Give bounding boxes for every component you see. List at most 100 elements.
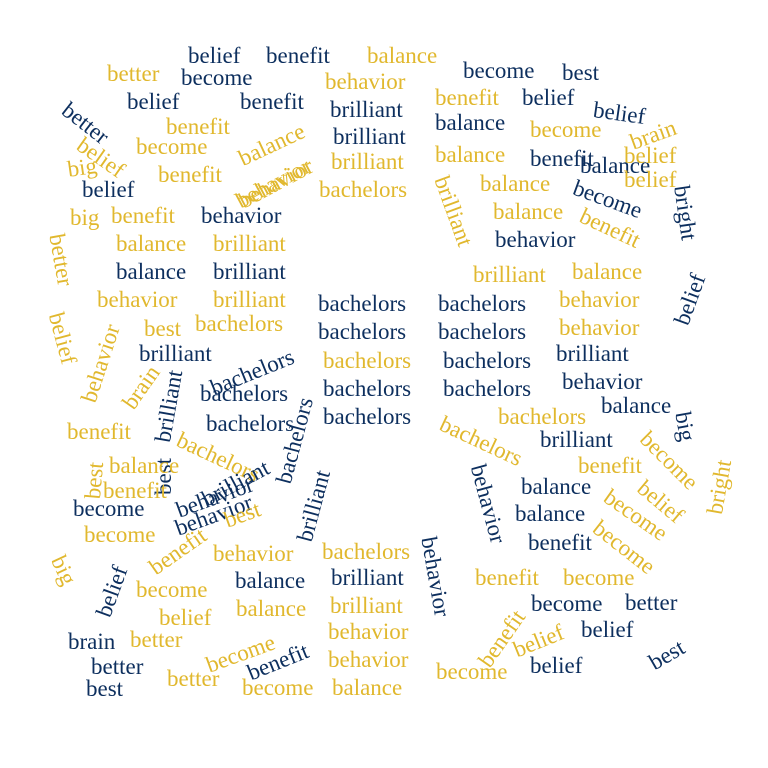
cloud-word: balance: [116, 231, 187, 256]
cloud-word: benefit: [475, 565, 539, 590]
cloud-word: become: [84, 522, 156, 547]
cloud-word: become: [242, 675, 314, 700]
cloud-word: benefit: [67, 419, 131, 444]
cloud-word: brilliant: [333, 124, 406, 149]
cloud-word: benefit: [103, 478, 167, 503]
cloud-word: behavior: [328, 619, 409, 644]
cloud-word: behavior: [559, 287, 640, 312]
cloud-word: behavior: [201, 203, 282, 228]
cloud-word: best: [562, 60, 600, 85]
cloud-word: balance: [367, 43, 438, 68]
cloud-word: balance: [480, 171, 551, 196]
cloud-word: bachelors: [438, 319, 527, 344]
cloud-word: bachelors: [206, 411, 295, 436]
cloud-word: become: [73, 496, 145, 521]
cloud-word: brilliant: [292, 467, 336, 545]
cloud-word: balance: [116, 259, 187, 284]
cloud-word: bachelors: [200, 381, 289, 406]
cloud-word: become: [563, 565, 635, 590]
cloud-word: belief: [188, 43, 241, 68]
cloud-word: big: [46, 551, 82, 589]
cloud-word: bachelors: [195, 311, 284, 336]
cloud-word: belief: [127, 89, 180, 114]
cloud-word: bachelors: [438, 291, 527, 316]
cloud-word: bachelors: [323, 348, 412, 373]
cloud-word: bachelors: [318, 319, 407, 344]
cloud-word: balance: [109, 453, 180, 478]
cloud-word: balance: [601, 393, 672, 418]
cloud-word: brilliant: [556, 341, 629, 366]
cloud-word: belief: [522, 85, 575, 110]
cloud-word: better: [107, 61, 160, 86]
cloud-word: become: [136, 134, 208, 159]
cloud-word: brilliant: [330, 97, 403, 122]
cloud-word: brilliant: [330, 593, 403, 618]
cloud-word: benefit: [111, 203, 175, 228]
cloud-word: brilliant: [139, 341, 212, 366]
cloud-word: balance: [435, 110, 506, 135]
cloud-word: belief: [159, 605, 212, 630]
cloud-word: brilliant: [473, 262, 546, 287]
cloud-word: brilliant: [213, 287, 286, 312]
cloud-word: balance: [572, 259, 643, 284]
cloud-word: brilliant: [213, 259, 286, 284]
cloud-word: better: [91, 654, 144, 679]
cloud-word: big: [670, 409, 701, 444]
cloud-word: balance: [580, 153, 651, 178]
cloud-word: behavior: [495, 227, 576, 252]
cloud-word: best: [644, 634, 690, 675]
cloud-word: brilliant: [429, 172, 478, 250]
cloud-word: balance: [515, 501, 586, 526]
cloud-word: become: [530, 117, 602, 142]
cloud-word: balance: [521, 474, 592, 499]
cloud-word: balance: [435, 142, 506, 167]
cloud-word: better: [44, 231, 79, 288]
cloud-word: benefit: [578, 453, 642, 478]
cloud-word: benefit: [240, 89, 304, 114]
cloud-word: bright: [669, 183, 702, 242]
cloud-word: benefit: [435, 85, 499, 110]
cloud-word: belief: [669, 270, 711, 329]
cloud-word: best: [144, 316, 182, 341]
cloud-word: become: [436, 659, 508, 684]
cloud-word: become: [181, 65, 253, 90]
cloud-word: benefit: [530, 146, 594, 171]
cloud-word: belief: [624, 143, 677, 168]
cloud-word: balance: [236, 596, 307, 621]
cloud-word: belief: [624, 167, 677, 192]
cloud-word: balance: [235, 568, 306, 593]
cloud-word: benefit: [266, 43, 330, 68]
cloud-word: become: [136, 577, 208, 602]
cloud-word: bachelors: [322, 539, 411, 564]
cloud-word: better: [167, 666, 220, 691]
cloud-word: become: [531, 591, 603, 616]
cloud-word: bright: [702, 457, 737, 517]
cloud-word: behavior: [76, 321, 125, 406]
cloud-word: brain: [68, 629, 116, 654]
cloud-word: brilliant: [213, 231, 286, 256]
cloud-word: behavior: [97, 287, 178, 312]
cloud-word: best: [86, 676, 124, 701]
cloud-word: behavior: [562, 369, 643, 394]
cloud-word: belief: [581, 617, 634, 642]
cloud-word: belief: [43, 309, 82, 367]
cloud-word: behavior: [325, 69, 406, 94]
cloud-word: brilliant: [331, 565, 404, 590]
cloud-word: benefit: [158, 162, 222, 187]
cloud-word: balance: [332, 675, 403, 700]
cloud-word: belief: [82, 177, 135, 202]
cloud-word: belief: [91, 562, 133, 621]
cloud-word: better: [625, 590, 678, 615]
cloud-word: benefit: [166, 114, 230, 139]
cloud-word: brilliant: [331, 149, 404, 174]
cloud-word: better: [130, 627, 183, 652]
cloud-word: bachelors: [318, 291, 407, 316]
cloud-word: bachelors: [323, 404, 412, 429]
cloud-word: bachelors: [323, 376, 412, 401]
cloud-word: bachelors: [443, 376, 532, 401]
cloud-word: balance: [493, 199, 564, 224]
cloud-word: big: [70, 205, 100, 230]
cloud-word: bachelors: [319, 177, 408, 202]
cloud-word: behavior: [465, 461, 511, 546]
